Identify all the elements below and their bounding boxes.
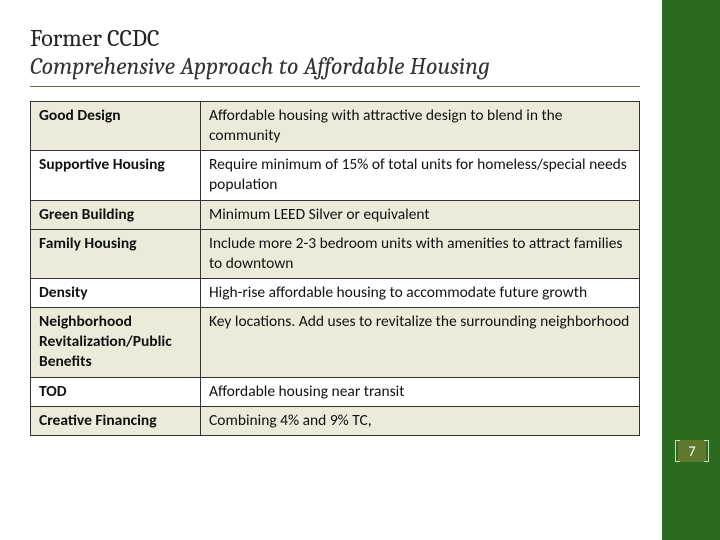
table-row: Neighborhood Revitalization/Public Benef… bbox=[31, 308, 640, 377]
table-row: DensityHigh-rise affordable housing to a… bbox=[31, 278, 640, 307]
row-label: TOD bbox=[31, 377, 201, 406]
row-label: Supportive Housing bbox=[31, 151, 201, 200]
bracket-left-icon bbox=[675, 440, 680, 462]
table-row: Family HousingInclude more 2-3 bedroom u… bbox=[31, 229, 640, 278]
row-description: High-rise affordable housing to accommod… bbox=[201, 278, 640, 307]
table-row: Green BuildingMinimum LEED Silver or equ… bbox=[31, 200, 640, 229]
row-description: Affordable housing with attractive desig… bbox=[201, 102, 640, 151]
title-block: Former CCDC Comprehensive Approach to Af… bbox=[30, 24, 640, 80]
row-description: Minimum LEED Silver or equivalent bbox=[201, 200, 640, 229]
approach-table: Good DesignAffordable housing with attra… bbox=[30, 101, 640, 436]
page-number-badge: 7 bbox=[678, 440, 706, 462]
row-label: Green Building bbox=[31, 200, 201, 229]
row-description: Require minimum of 15% of total units fo… bbox=[201, 151, 640, 200]
row-description: Combining 4% and 9% TC, bbox=[201, 406, 640, 435]
content-area: Former CCDC Comprehensive Approach to Af… bbox=[30, 24, 640, 436]
row-label: Good Design bbox=[31, 102, 201, 151]
table-row: Creative FinancingCombining 4% and 9% TC… bbox=[31, 406, 640, 435]
row-label: Neighborhood Revitalization/Public Benef… bbox=[31, 308, 201, 377]
row-label: Density bbox=[31, 278, 201, 307]
title-line2: Comprehensive Approach to Affordable Hou… bbox=[30, 52, 640, 80]
table-row: TODAffordable housing near transit bbox=[31, 377, 640, 406]
table-row: Supportive HousingRequire minimum of 15%… bbox=[31, 151, 640, 200]
page-number: 7 bbox=[688, 443, 695, 460]
title-underline bbox=[30, 86, 640, 87]
row-description: Key locations. Add uses to revitalize th… bbox=[201, 308, 640, 377]
row-label: Family Housing bbox=[31, 229, 201, 278]
slide: Former CCDC Comprehensive Approach to Af… bbox=[0, 0, 720, 540]
bracket-right-icon bbox=[704, 440, 709, 462]
table-row: Good DesignAffordable housing with attra… bbox=[31, 102, 640, 151]
row-description: Include more 2-3 bedroom units with amen… bbox=[201, 229, 640, 278]
title-line1: Former CCDC bbox=[30, 24, 640, 52]
row-description: Affordable housing near transit bbox=[201, 377, 640, 406]
row-label: Creative Financing bbox=[31, 406, 201, 435]
